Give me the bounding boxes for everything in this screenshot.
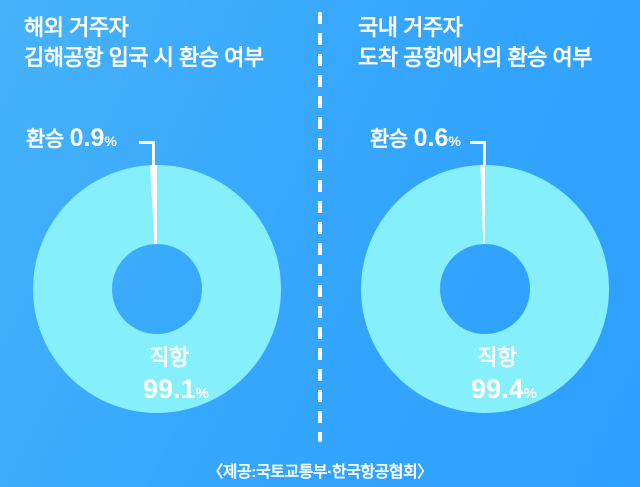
donut-chart xyxy=(33,165,281,413)
transfer-unit: % xyxy=(448,133,461,149)
transfer-callout-label: 환승 0.9% xyxy=(26,123,117,153)
direct-label: 직항 xyxy=(149,345,189,370)
transfer-label: 환승 xyxy=(370,128,408,151)
callout-connector-line xyxy=(139,141,155,166)
panel-title-line1: 국내 거주자 xyxy=(358,15,463,40)
transfer-label: 환승 xyxy=(26,128,64,151)
direct-unit: % xyxy=(523,385,537,402)
transfer-value: 0.9 xyxy=(69,124,105,152)
panel-title: 해외 거주자 김해공항 입국 시 환승 여부 xyxy=(24,13,264,73)
source-credit: 〈제공:국토교통부·한국항공협회〉 xyxy=(207,464,433,481)
panel-title-line2: 도착 공항에서의 환승 여부 xyxy=(358,45,592,70)
panel-title: 국내 거주자 도착 공항에서의 환승 여부 xyxy=(358,13,592,73)
donut-slice-transfer xyxy=(480,165,485,245)
direct-label: 직항 xyxy=(477,345,517,370)
direct-unit: % xyxy=(195,385,209,402)
panel-domestic-residents: 국내 거주자 도착 공항에서의 환승 여부 환승 0.6% 직항 99.4% xyxy=(328,0,640,487)
panel-overseas-residents: 해외 거주자 김해공항 입국 시 환승 여부 환승 0.9% 직항 99.1% xyxy=(0,0,312,487)
panel-title-line2: 김해공항 입국 시 환승 여부 xyxy=(24,45,264,70)
donut-slice-transfer xyxy=(149,165,157,245)
direct-value-line: 99.4% xyxy=(431,373,577,410)
direct-value: 99.1 xyxy=(143,374,196,404)
panel-title-line1: 해외 거주자 xyxy=(24,15,129,40)
transfer-value: 0.6 xyxy=(413,124,449,152)
direct-value: 99.4 xyxy=(471,374,524,404)
donut-chart xyxy=(361,165,609,413)
callout-connector-line xyxy=(470,141,486,166)
divider-dashed-line xyxy=(318,12,322,442)
direct-flight-label-group: 직항 99.4% xyxy=(417,343,577,410)
transfer-callout-label: 환승 0.6% xyxy=(370,123,461,153)
direct-value-line: 99.1% xyxy=(103,373,249,410)
direct-flight-label-group: 직항 99.1% xyxy=(89,343,249,410)
transfer-unit: % xyxy=(104,133,117,149)
